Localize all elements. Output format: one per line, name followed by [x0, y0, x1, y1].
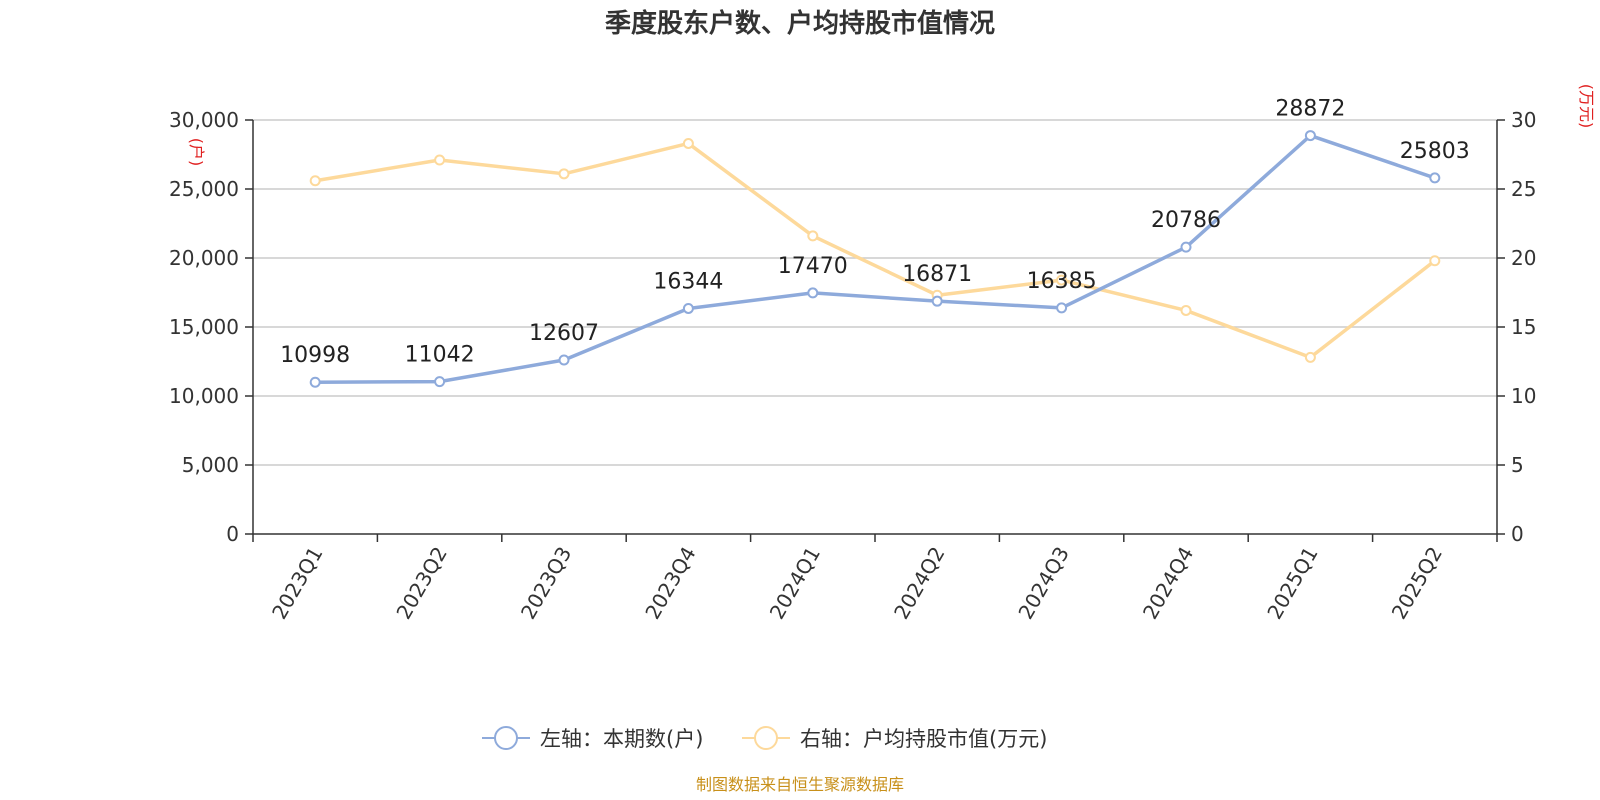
- x-tick-label: 2023Q2: [391, 543, 451, 624]
- left-tick-label: 20,000: [169, 246, 239, 270]
- right-series-point: [1304, 351, 1316, 363]
- legend-label: 左轴：本期数(户): [540, 727, 703, 751]
- x-tick-label: 2024Q1: [765, 543, 825, 624]
- left-axis-unit: (户): [187, 138, 206, 167]
- left-series-point: [931, 295, 943, 307]
- right-series-point: [309, 175, 321, 187]
- data-label: 17470: [778, 254, 848, 279]
- right-tick-label: 5: [1511, 453, 1524, 477]
- right-tick-label: 10: [1511, 384, 1536, 408]
- x-tick-label: 2023Q1: [267, 543, 327, 624]
- right-axis-unit: (万元): [1577, 84, 1596, 129]
- data-label: 11042: [405, 343, 475, 368]
- right-tick-label: 20: [1511, 246, 1536, 270]
- right-series-point: [1429, 255, 1441, 267]
- axes: 0 0 5,000 5 10,000 10 15,000 15 20,000 20 25,000 25…: [169, 108, 1536, 623]
- x-tick-label: 2025Q1: [1262, 543, 1322, 624]
- right-series-point: [682, 137, 694, 149]
- data-label: 16344: [653, 269, 723, 294]
- data-label: 25803: [1400, 139, 1470, 164]
- legend-marker: [754, 726, 778, 750]
- left-series-point: [682, 302, 694, 314]
- left-series-point: [1429, 172, 1441, 184]
- chart-title: 季度股东户数、户均持股市值情况: [605, 8, 995, 39]
- right-tick-label: 0: [1511, 522, 1524, 546]
- data-label: 12607: [529, 321, 599, 346]
- left-tick-label: 30,000: [169, 108, 239, 132]
- left-tick-label: 5,000: [182, 453, 239, 477]
- left-series-point: [309, 376, 321, 388]
- left-series-point: [558, 354, 570, 366]
- right-series-point: [558, 168, 570, 180]
- data-label: 16385: [1027, 269, 1097, 294]
- left-series-point: [807, 287, 819, 299]
- x-tick-label: 2025Q2: [1387, 543, 1447, 624]
- data-label: 28872: [1275, 97, 1345, 122]
- series-layer: 10998 11042 12607 16344 17470 16871 16385 20786…: [280, 97, 1470, 388]
- left-tick-label: 15,000: [169, 315, 239, 339]
- left-tick-label: 10,000: [169, 384, 239, 408]
- right-series-line: [314, 141, 1436, 360]
- left-series-point: [1180, 241, 1192, 253]
- x-tick-label: 2023Q4: [640, 543, 700, 624]
- data-label: 10998: [280, 343, 350, 368]
- grid-lines: [253, 119, 1497, 466]
- left-series-point: [434, 376, 446, 388]
- left-series-line: [315, 133, 1436, 384]
- legend-marker: [494, 726, 518, 750]
- right-series-point: [807, 230, 819, 242]
- x-tick-label: 2024Q3: [1013, 543, 1073, 624]
- right-tick-label: 15: [1511, 315, 1536, 339]
- source-note: 制图数据来自恒生聚源数据库: [696, 775, 904, 794]
- left-series-point: [1056, 302, 1068, 314]
- right-series-point: [1056, 274, 1068, 286]
- x-tick-label: 2024Q2: [889, 543, 949, 624]
- right-tick-label: 30: [1511, 108, 1536, 132]
- legend[interactable]: 左轴：本期数(户) 右轴：户均持股市值(万元): [482, 726, 1047, 751]
- right-tick-label: 25: [1511, 177, 1536, 201]
- right-series-point: [1180, 304, 1192, 316]
- left-tick-label: 25,000: [169, 177, 239, 201]
- data-label: 20786: [1151, 208, 1221, 233]
- right-series-point: [434, 154, 446, 166]
- data-label: 16871: [902, 262, 972, 287]
- x-tick-label: 2023Q3: [516, 543, 576, 624]
- left-tick-label: 0: [226, 522, 239, 546]
- left-series-point: [1304, 130, 1316, 142]
- legend-label: 右轴：户均持股市值(万元): [800, 727, 1047, 751]
- x-tick-label: 2024Q4: [1138, 543, 1198, 624]
